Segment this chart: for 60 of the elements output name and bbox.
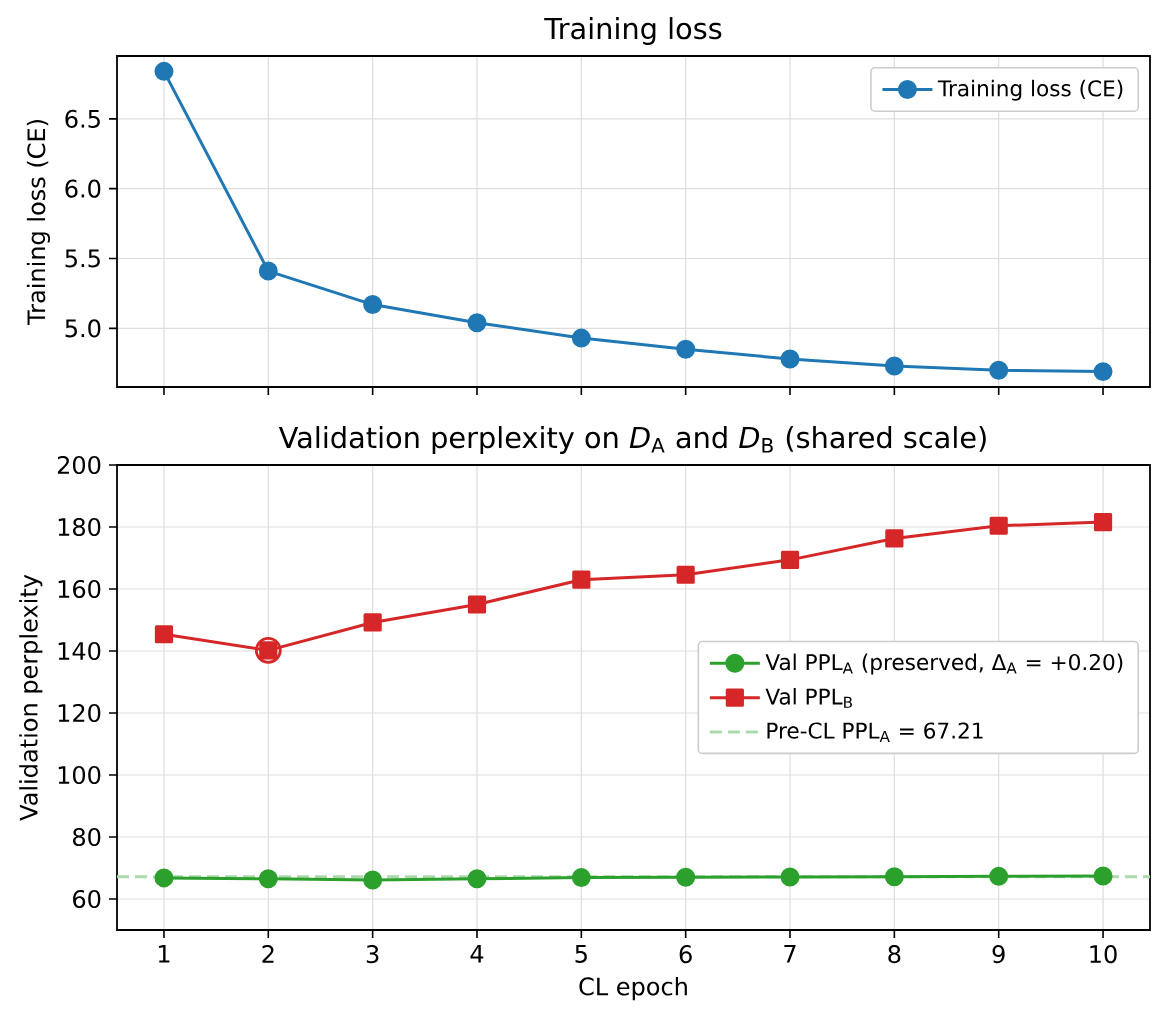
y-tick-label: 5.5 — [65, 249, 100, 268]
point — [363, 613, 382, 632]
point — [989, 360, 1009, 380]
x-axis-title: CL epoch — [579, 976, 687, 1001]
x-tick-label: 9 — [992, 945, 1005, 964]
point — [258, 261, 278, 281]
y-tick-label: 6.0 — [65, 179, 101, 198]
y-tick-label: 6.5 — [65, 109, 100, 128]
point — [780, 349, 800, 369]
x-tick-label: 10 — [1090, 945, 1117, 964]
chart-title: Validation perplexity on D$_{A}$ and D$_{B}$ (shared scale) — [278, 426, 986, 454]
y-tick-label: 60 — [73, 889, 101, 909]
y-tick-label: 5.0 — [65, 319, 101, 338]
point — [885, 529, 904, 548]
x-tick-label: 6 — [679, 945, 692, 964]
chart-title: Training loss — [544, 17, 722, 45]
legend-label: Pre-CL PPL$_{A}$ = 67.21 — [767, 722, 983, 742]
y-tick-label: 120 — [58, 703, 101, 723]
x-tick-label: 8 — [888, 945, 901, 964]
y-tick-label: 160 — [58, 579, 101, 599]
point — [467, 869, 487, 889]
point — [571, 868, 591, 888]
y-axis-title: Training loss (CE) — [26, 120, 51, 326]
x-tick-label: 3 — [366, 945, 379, 964]
point — [154, 61, 174, 81]
point — [1093, 866, 1113, 886]
x-tick-label: 2 — [262, 945, 274, 963]
point — [780, 867, 800, 887]
point — [884, 356, 904, 376]
y-tick-label: 180 — [58, 517, 101, 537]
legend-label: Training loss (CE) — [937, 79, 1123, 101]
x-tick-label: 7 — [784, 945, 796, 963]
y-tick-label: 140 — [58, 641, 101, 661]
point — [363, 295, 383, 315]
x-tick-label: 4 — [470, 945, 484, 963]
point — [676, 867, 696, 887]
legend-label: Val PPL$_{A}$ (preserved, Δ$_{A}$ = +0.20) — [765, 653, 1123, 675]
point — [676, 339, 696, 359]
point — [467, 595, 487, 614]
point — [989, 516, 1008, 535]
point — [884, 867, 904, 887]
x-tick-label: 1 — [158, 945, 170, 963]
y-tick-label: 100 — [58, 765, 101, 785]
point — [1093, 512, 1113, 532]
point — [363, 870, 383, 890]
point — [154, 625, 174, 644]
point — [258, 869, 278, 889]
point — [989, 866, 1009, 886]
point — [572, 570, 591, 589]
point — [571, 328, 591, 348]
y-tick-label: 200 — [57, 455, 101, 475]
y-axis-title: Validation perplexity — [19, 574, 43, 821]
legend-label: Val PPL$_{B}$ — [765, 687, 852, 708]
point — [676, 565, 695, 584]
x-tick-label: 5 — [575, 945, 587, 963]
point — [154, 868, 174, 888]
y-tick-label: 80 — [73, 827, 101, 847]
point — [1093, 362, 1113, 382]
point — [467, 313, 487, 333]
point — [780, 550, 800, 569]
